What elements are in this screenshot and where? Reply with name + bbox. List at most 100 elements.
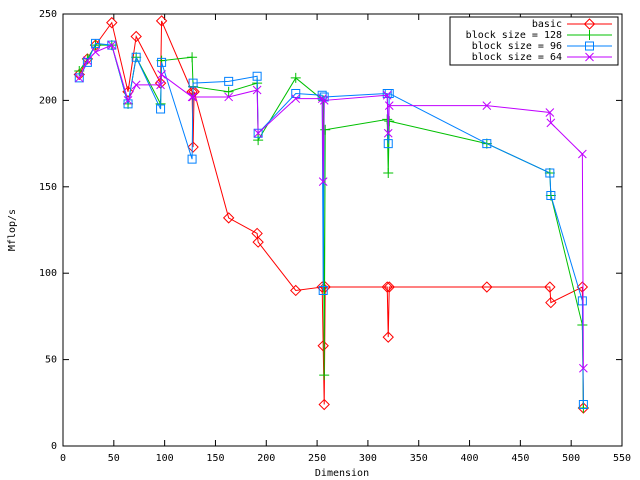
marker [576,281,589,293]
x-tick-label: 200 [257,453,275,464]
y-tick-label: 100 [39,268,57,279]
marker [252,71,262,81]
marker [224,76,234,86]
marker [546,190,556,200]
marker [579,363,588,373]
x-tick-label: 550 [613,453,631,464]
marker [82,57,92,67]
marker [578,402,589,413]
marker [107,40,117,50]
x-tick-label: 150 [206,453,224,464]
x-tick-label: 350 [410,453,428,464]
marker [106,16,118,29]
marker [383,167,394,178]
marker [320,124,331,135]
marker [131,52,141,62]
marker [222,212,235,224]
marker [578,149,587,159]
marker [91,47,100,57]
marker [252,85,262,95]
marker [290,72,301,83]
marker [224,92,234,102]
marker [130,30,142,43]
marker [383,281,395,293]
marker [131,80,141,90]
x-tick-label: 400 [461,453,479,464]
plot-frame [62,13,623,447]
x-axis-label: Dimension [315,468,369,479]
marker [155,15,168,27]
legend-label: block size = 64 [472,52,562,63]
y-tick-label: 250 [39,9,57,20]
x-tick-label: 100 [156,453,174,464]
marker [583,18,596,30]
marker [577,296,587,306]
marker [318,398,330,411]
marker [318,285,328,295]
legend-label: block size = 96 [472,41,562,52]
marker [253,128,263,138]
marker [585,52,594,62]
marker [481,281,493,293]
marker [584,30,595,40]
marker [156,80,165,90]
x-tick-label: 300 [359,453,377,464]
marker [545,108,555,117]
marker [187,52,198,63]
y-axis-label: Mflop/s [7,209,18,251]
marker [319,96,329,105]
marker [482,139,492,149]
marker [319,281,331,293]
marker [545,296,557,309]
marker [253,128,263,138]
x-tick-label: 450 [511,453,529,464]
marker [382,90,392,100]
marker [187,92,197,102]
marker [383,139,393,149]
marker [545,168,555,178]
marker [83,56,92,66]
marker [156,104,166,114]
marker [317,340,329,352]
series-line [78,20,584,408]
x-tick-label: 0 [60,453,66,464]
marker [318,177,328,186]
legend-label: basic [532,19,562,30]
marker [74,73,84,83]
marker [91,38,101,48]
y-tick-label: 150 [39,182,57,193]
marker [319,370,330,381]
marker [187,141,199,153]
marker [316,281,328,293]
y-tick-label: 200 [39,95,57,106]
marker [123,96,133,105]
marker [223,86,234,97]
marker [157,70,166,79]
x-tick-label: 50 [108,453,120,464]
marker [252,236,264,248]
marker [187,154,197,164]
y-tick-label: 50 [45,355,57,366]
marker [188,92,198,102]
marker [317,90,327,100]
marker [188,78,198,88]
x-tick-label: 500 [562,453,580,464]
marker [585,41,594,51]
marker [383,128,393,138]
marker [382,331,394,343]
marker [291,94,301,104]
marker [384,88,394,98]
x-tick-label: 250 [308,453,326,464]
marker [290,284,302,297]
marker [384,101,394,110]
marker [578,400,588,410]
series-line [78,42,584,405]
marker [381,281,393,293]
marker [157,57,167,67]
marker [482,101,492,110]
marker [544,281,556,293]
y-tick-label: 0 [51,441,57,452]
marker [123,99,133,109]
